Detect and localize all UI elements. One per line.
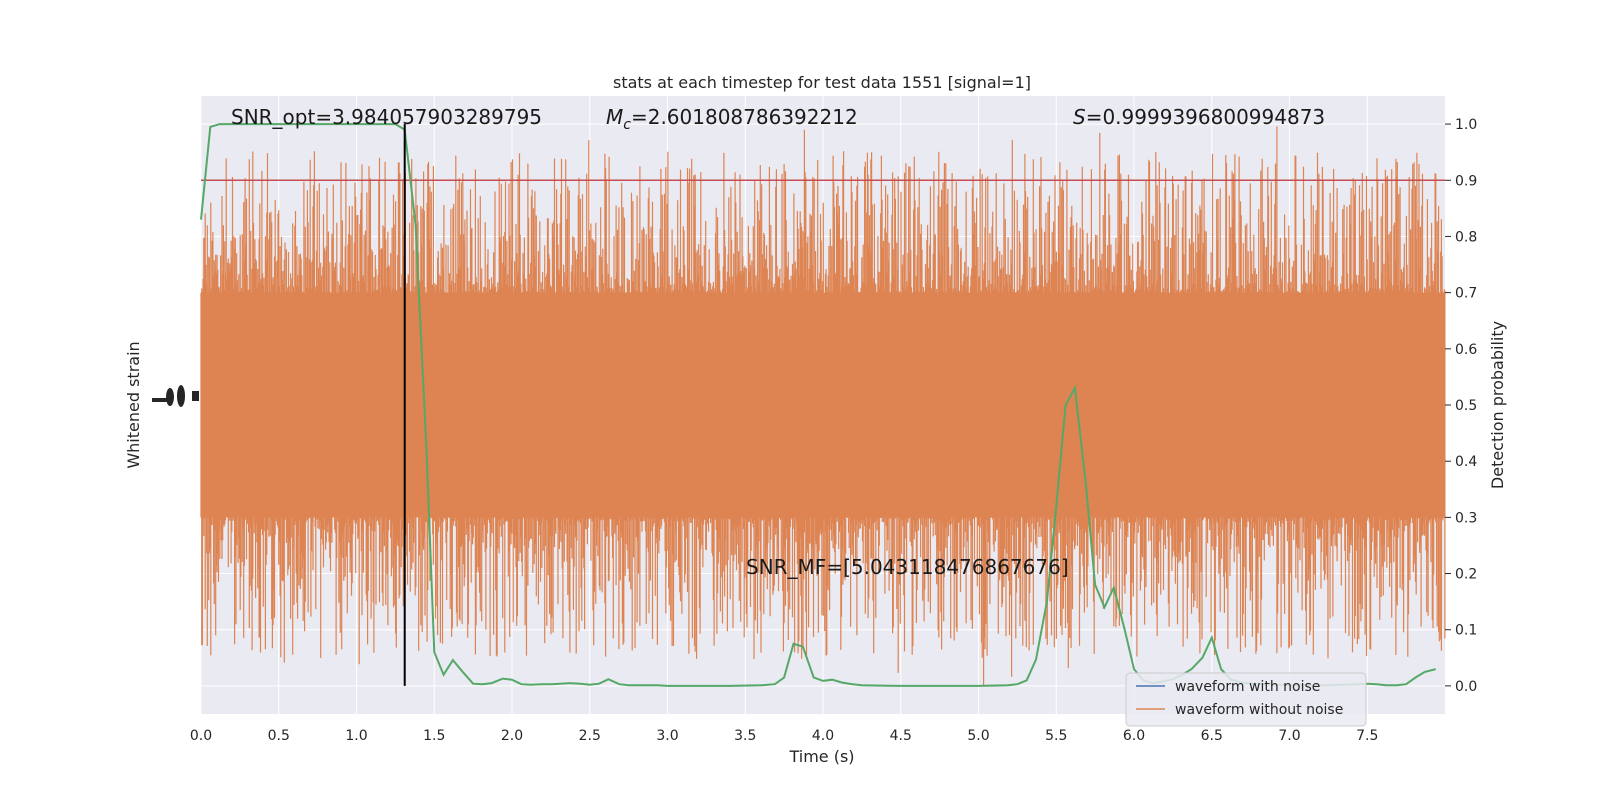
y-tick-label: 0.2	[1455, 567, 1477, 583]
y-tick-label: 0.3	[1455, 510, 1477, 526]
x-tick-label: 7.0	[1278, 728, 1300, 744]
y-tick-labels-right: 0.0 0.1 0.2 0.3 0.4 0.5 0.6 0.7 0.8 0.9 1.0	[1445, 117, 1477, 695]
x-tick-label: 4.5	[890, 728, 912, 744]
x-tick-label: 7.5	[1356, 728, 1378, 744]
s-annotation: S=0.9999396800994873	[1073, 105, 1325, 129]
y-tick-label: 0.1	[1455, 623, 1477, 639]
legend-box	[1125, 672, 1367, 727]
x-tick-labels: 0.0 0.5 1.0 1.5 2.0 2.5 3.0 3.5 4.0 4.5 5.0 5.5 6.0 6…	[190, 728, 1379, 744]
waveform-without-noise-series	[200, 126, 1446, 686]
x-tick-label: 2.0	[501, 728, 523, 744]
noise-spikes	[200, 126, 1446, 686]
y-tick-label: 0.9	[1455, 173, 1477, 189]
x-tick-label: 1.5	[423, 728, 445, 744]
x-tick-label: 1.0	[345, 728, 367, 744]
mc-annotation: Mc=2.601808786392212	[606, 105, 858, 133]
x-tick-label: 6.5	[1201, 728, 1223, 744]
legend-label-with-noise: waveform with noise	[1175, 679, 1320, 695]
x-tick-label: 5.5	[1045, 728, 1067, 744]
x-tick-label: 3.0	[656, 728, 678, 744]
legend: waveform with noise waveform without noi…	[1125, 672, 1367, 727]
legend-label-without-noise: waveform without noise	[1175, 702, 1343, 718]
y-axis-label-left: Whitened strain	[124, 341, 143, 468]
x-tick-label: 3.5	[734, 728, 756, 744]
y-tick-label: 0.0	[1455, 679, 1477, 695]
x-tick-label: 2.5	[579, 728, 601, 744]
y-tick-label: 0.6	[1455, 342, 1477, 358]
y-tick-label: 0.8	[1455, 229, 1477, 245]
x-tick-label: 0.5	[268, 728, 290, 744]
y-tick-label: 0.5	[1455, 398, 1477, 414]
y-tick-label: 0.7	[1455, 286, 1477, 302]
y-tick-label: 0.4	[1455, 454, 1477, 470]
x-axis-label: Time (s)	[788, 747, 854, 766]
x-tick-label: 6.0	[1123, 728, 1145, 744]
y-axis-label-right: Detection probability	[1488, 321, 1507, 489]
snr-mf-annotation: SNR_MF=[5.043118476867676]	[746, 555, 1069, 579]
chart-title: stats at each timestep for test data 155…	[613, 73, 1031, 92]
x-tick-label: 0.0	[190, 728, 212, 744]
y-tick-label: 1.0	[1455, 117, 1477, 133]
x-tick-label: 5.0	[967, 728, 989, 744]
left-axis-squished-ticks	[152, 385, 199, 407]
x-tick-label: 4.0	[812, 728, 834, 744]
snr-opt-annotation: SNR_opt=3.984057903289795	[231, 105, 542, 129]
